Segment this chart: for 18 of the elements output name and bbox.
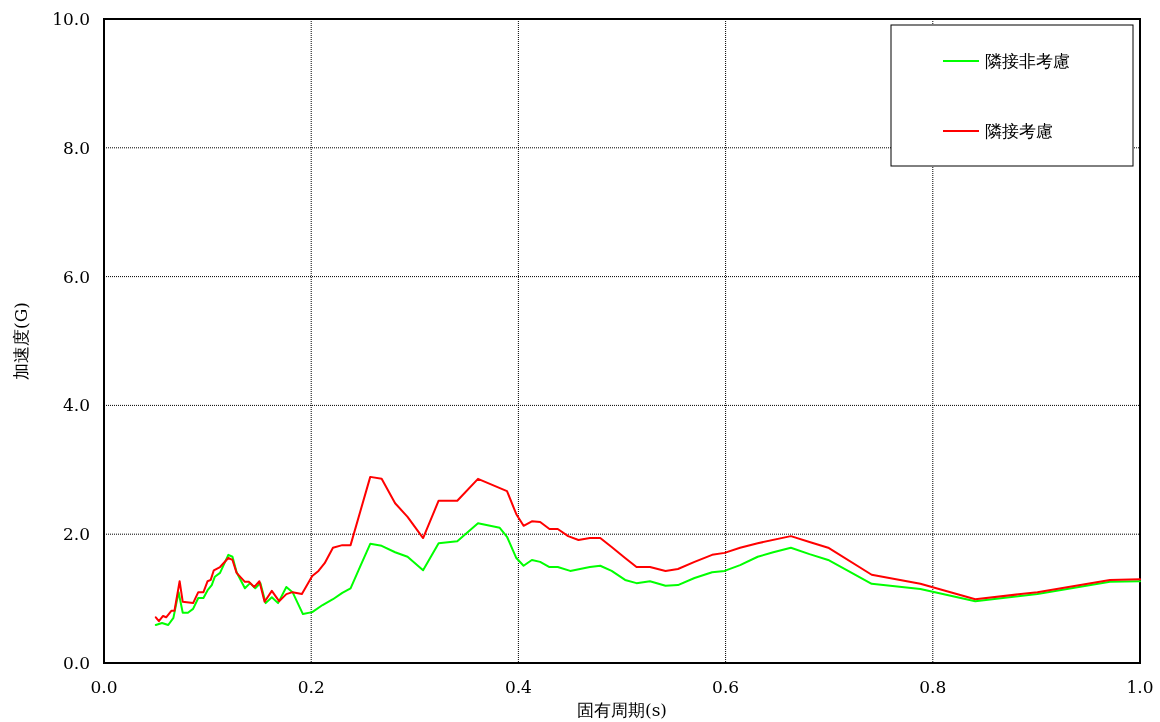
x-tick-label: 0.2 (297, 677, 325, 697)
x-axis-title: 固有周期(s) (577, 700, 667, 720)
line-series (154, 522, 1141, 626)
y-tick-label: 4.0 (62, 395, 90, 416)
legend-label: 隣接非考慮 (985, 51, 1070, 71)
x-tick-label: 0.6 (712, 677, 740, 697)
x-tick-label: 0.8 (919, 677, 947, 697)
x-tick-label: 1.0 (1126, 677, 1154, 697)
y-tick-label: 0.0 (62, 653, 90, 673)
y-tick-label: 6.0 (62, 266, 90, 287)
y-axis-title: 加速度(G) (11, 302, 31, 380)
y-tick-label: 10.0 (52, 9, 90, 29)
y-tick-label: 2.0 (62, 524, 90, 545)
x-tick-label: 0.0 (90, 677, 118, 697)
x-tick-label: 0.4 (504, 677, 532, 697)
y-tick-label: 8.0 (62, 137, 90, 158)
line-series (154, 475, 1141, 623)
legend-label: 隣接考慮 (985, 121, 1053, 141)
